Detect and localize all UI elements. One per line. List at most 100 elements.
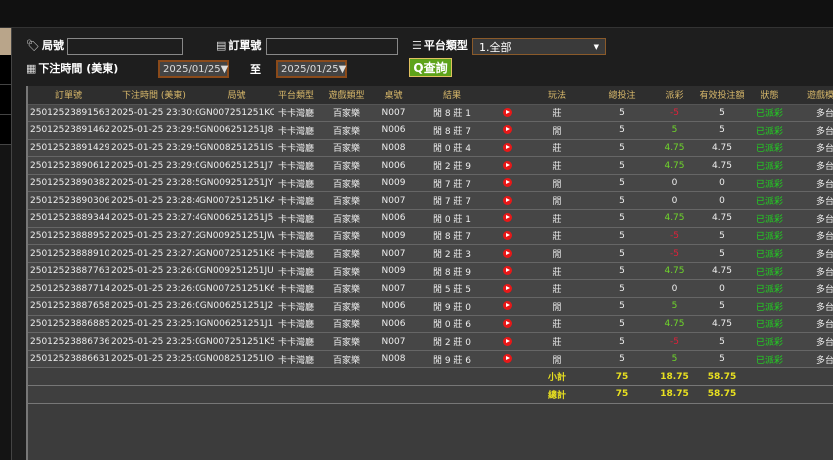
play-video-icon[interactable]	[502, 301, 512, 311]
table-no-cell: N006	[375, 297, 412, 316]
payout-cell: 5	[652, 350, 697, 369]
round-no-cell: GN008251251IS	[199, 139, 274, 158]
query-button[interactable]: Q 查詢	[409, 58, 452, 77]
play-video-icon[interactable]	[502, 230, 512, 240]
sidebar-item[interactable]	[0, 115, 11, 145]
status-cell: 已派彩	[747, 244, 792, 263]
replay-cell	[492, 279, 522, 299]
result-cell: 閒 8 莊 7	[412, 121, 492, 140]
platform-select[interactable]: 1.全部 ▼	[472, 38, 606, 55]
round-label: 🏷 局號	[26, 38, 64, 53]
table-row: 250125238866318 2025-01-25 23:25:03 GN0082…	[28, 350, 833, 369]
play-video-icon[interactable]	[502, 195, 512, 205]
bet-records-table: 訂單號 下注時間 (美東) 局號 平台類型 遊戲類型 桌號 結果 玩法 總投注 派彩 有效投注額 狀態…	[26, 86, 833, 460]
date-from-picker[interactable]: 2025/01/25 ▼	[158, 60, 229, 78]
game-type-cell: 百家樂	[318, 315, 375, 334]
platform-label: ☰ 平台類型	[412, 38, 468, 53]
round-input[interactable]	[67, 38, 183, 55]
platform-cell: 卡卡灣廳	[274, 104, 318, 123]
table-no-cell: N007	[375, 244, 412, 263]
platform-cell: 卡卡灣廳	[274, 156, 318, 175]
col-valid-bet-header: 有效投注額	[697, 86, 747, 105]
bet-time-label: ▦ 下注時間 (美東)	[26, 61, 119, 76]
result-cell: 閒 2 莊 9	[412, 156, 492, 175]
table-row: 250125238889523 2025-01-25 23:27:23 GN0092…	[28, 227, 833, 246]
platform-cell: 卡卡灣廳	[274, 191, 318, 211]
search-icon: Q	[413, 60, 424, 75]
game-mode-cell: 多台	[792, 227, 833, 246]
bet-time-cell: 2025-01-25 23:29:57	[109, 139, 199, 158]
result-cell: 閒 2 莊 3	[412, 244, 492, 263]
play-video-icon[interactable]	[502, 160, 512, 170]
play-video-icon[interactable]	[502, 283, 512, 293]
round-no-cell: GN006251251J5	[199, 209, 274, 228]
play-video-icon[interactable]	[502, 354, 512, 364]
replay-cell	[492, 209, 522, 228]
platform-cell: 卡卡灣廳	[274, 209, 318, 228]
bet-time-cell: 2025-01-25 23:29:07	[109, 156, 199, 175]
table-row: 250125238877142 2025-01-25 23:26:05 GN0072…	[28, 279, 833, 299]
platform-cell: 卡卡灣廳	[274, 121, 318, 140]
sidebar-item[interactable]	[0, 85, 11, 115]
subtotal-payout: 18.75	[652, 367, 697, 386]
valid-bet-cell: 4.75	[697, 262, 747, 281]
round-no-cell: GN006251251J7	[199, 156, 274, 175]
col-game-type-header: 遊戲類型	[318, 86, 375, 105]
valid-bet-cell: 4.75	[697, 139, 747, 158]
sidebar-item[interactable]	[0, 55, 11, 85]
order-no-cell: 250125238866318	[28, 350, 109, 369]
round-no-cell: GN006251251J2	[199, 297, 274, 316]
order-input[interactable]	[266, 38, 398, 55]
bet-type-cell: 閒	[522, 174, 592, 193]
play-video-icon[interactable]	[502, 318, 512, 328]
platform-cell: 卡卡灣廳	[274, 297, 318, 316]
bet-time-cell: 2025-01-25 23:25:09	[109, 332, 199, 351]
valid-bet-cell: 4.75	[697, 315, 747, 334]
play-video-icon[interactable]	[502, 266, 512, 276]
game-mode-cell: 多台	[792, 209, 833, 228]
date-to-picker[interactable]: 2025/01/25 ▼	[276, 60, 347, 78]
play-video-icon[interactable]	[502, 125, 512, 135]
total-bet-cell: 5	[592, 156, 652, 175]
bet-type-cell: 閒	[522, 350, 592, 369]
total-bet-cell: 5	[592, 191, 652, 211]
col-bet-type-header: 玩法	[522, 86, 592, 105]
replay-cell	[492, 262, 522, 281]
valid-bet-cell: 5	[697, 227, 747, 246]
round-no-cell: GN007251251KA	[199, 191, 274, 211]
play-video-icon[interactable]	[502, 336, 512, 346]
round-no-cell: GN009251251JW	[199, 227, 274, 246]
play-video-icon[interactable]	[502, 107, 512, 117]
valid-bet-cell: 5	[697, 350, 747, 369]
col-payout-header: 派彩	[652, 86, 697, 105]
table-no-cell: N009	[375, 227, 412, 246]
payout-cell: -5	[652, 244, 697, 263]
game-mode-cell: 多台	[792, 279, 833, 299]
play-video-icon[interactable]	[502, 248, 512, 258]
total-payout: 18.75	[652, 385, 697, 404]
game-type-cell: 百家樂	[318, 174, 375, 193]
order-no-cell: 250125238893449	[28, 209, 109, 228]
platform-cell: 卡卡灣廳	[274, 279, 318, 299]
payout-cell: -5	[652, 227, 697, 246]
total-valid: 58.75	[697, 385, 747, 404]
dropdown-arrow-icon: ▼	[338, 63, 347, 75]
status-cell: 已派彩	[747, 315, 792, 334]
play-video-icon[interactable]	[502, 213, 512, 223]
order-no-cell: 250125238868859	[28, 315, 109, 334]
replay-cell	[492, 350, 522, 369]
status-cell: 已派彩	[747, 297, 792, 316]
sidebar-tab-active[interactable]	[0, 28, 11, 55]
col-total-bet-header: 總投注	[592, 86, 652, 105]
calendar-icon: ▦	[26, 61, 37, 75]
bet-type-cell: 莊	[522, 315, 592, 334]
bet-type-cell: 閒	[522, 191, 592, 211]
bet-time-cell: 2025-01-25 23:25:15	[109, 315, 199, 334]
round-no-cell: GN007251251KC	[199, 104, 274, 123]
status-cell: 已派彩	[747, 209, 792, 228]
game-mode-cell: 多台	[792, 121, 833, 140]
total-bet-cell: 5	[592, 104, 652, 123]
play-video-icon[interactable]	[502, 178, 512, 188]
play-video-icon[interactable]	[502, 142, 512, 152]
table-row: 250125238877632 2025-01-25 23:26:08 GN0092…	[28, 262, 833, 281]
